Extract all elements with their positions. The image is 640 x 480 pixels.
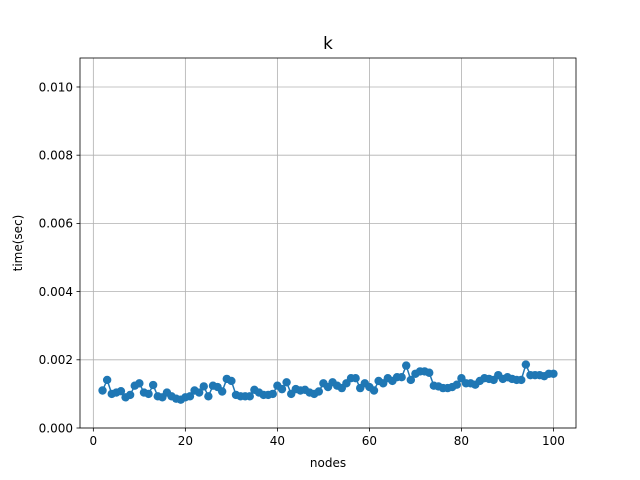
data-point	[245, 392, 254, 401]
data-point	[369, 386, 379, 395]
x-tick-label: 100	[542, 434, 565, 448]
data-point	[277, 384, 287, 394]
y-tick-label: 0.002	[39, 353, 73, 367]
y-axis-label: time(sec)	[11, 215, 25, 272]
y-tick-label: 0.006	[39, 217, 73, 231]
data-point	[549, 369, 558, 378]
data-point	[135, 379, 144, 388]
x-tick-label: 40	[270, 434, 285, 448]
data-point	[521, 360, 531, 369]
data-point	[406, 375, 416, 385]
data-point	[148, 380, 158, 390]
data-point	[402, 361, 411, 370]
data-point	[517, 375, 526, 385]
data-point	[98, 386, 107, 395]
plot-frame	[79, 57, 577, 429]
data-point	[144, 389, 153, 399]
data-point	[102, 375, 112, 385]
x-tick-label: 80	[454, 434, 469, 448]
data-point	[194, 388, 204, 397]
data-point	[452, 380, 462, 389]
grid	[80, 58, 576, 429]
x-axis-label: nodes	[310, 456, 346, 470]
data-point	[351, 374, 360, 383]
data-point	[217, 387, 227, 396]
series	[98, 360, 558, 404]
chart-title: k	[323, 33, 333, 53]
data-point	[125, 390, 135, 400]
data-point	[397, 372, 406, 382]
y-tick-label: 0.000	[39, 421, 73, 435]
ticks: 0 20 40 60 80 100 0.000 0.002 0.004 0.006 0.008 0.0…	[39, 80, 565, 448]
x-tick-label: 60	[362, 434, 377, 448]
data-point	[425, 368, 434, 377]
data-point	[227, 376, 236, 386]
data-point	[268, 389, 277, 399]
data-point	[185, 392, 195, 401]
x-tick-label: 0	[90, 434, 98, 448]
x-tick-label: 20	[178, 434, 193, 448]
data-point	[199, 382, 208, 391]
y-tick-label: 0.004	[39, 285, 73, 299]
data-point	[314, 387, 323, 396]
data-point	[116, 386, 126, 396]
data-point	[204, 392, 213, 401]
data-point	[282, 378, 291, 387]
y-tick-label: 0.008	[39, 148, 73, 162]
y-tick-label: 0.010	[39, 80, 73, 94]
